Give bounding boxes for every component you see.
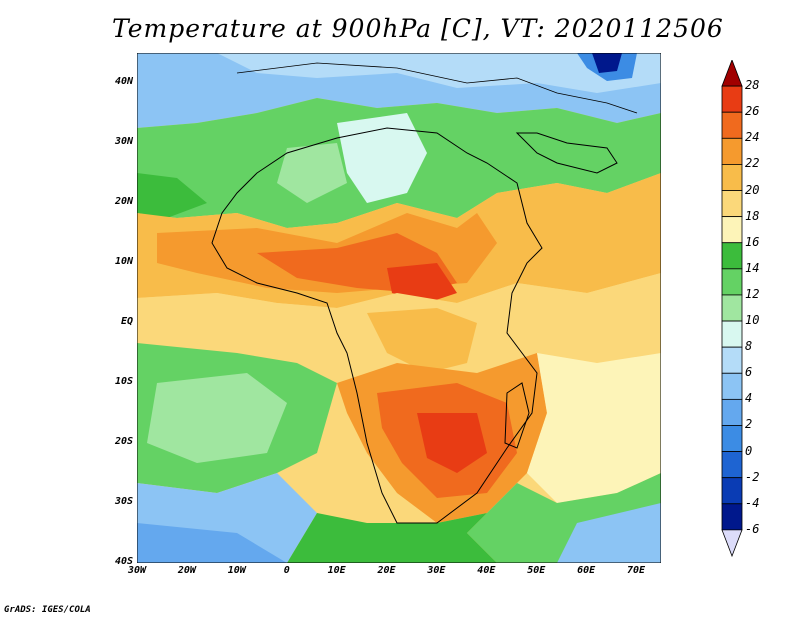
lat-tick-label: 40S — [114, 556, 133, 567]
lon-tick-label: 10W — [227, 565, 246, 576]
lat-tick-label: 10N — [114, 256, 133, 267]
colorbar-swatch — [721, 216, 743, 244]
temperature-field — [137, 53, 661, 563]
lat-tick-label: 40N — [114, 76, 133, 87]
colorbar-swatch — [721, 60, 743, 87]
colorbar-swatch — [721, 268, 743, 296]
colorbar-swatch — [721, 346, 743, 374]
lat-tick-label: 10S — [114, 376, 133, 387]
colorbar-swatch — [721, 137, 743, 165]
lon-tick-label: 30E — [427, 565, 446, 576]
colorbar-swatch — [721, 164, 743, 191]
lon-tick-label: 70E — [627, 565, 646, 576]
colorbar-level-label: -6 — [745, 521, 760, 536]
colorbar-level-label: -2 — [745, 469, 760, 484]
colorbar — [721, 60, 743, 558]
colorbar-swatch — [721, 294, 743, 322]
map-title: Temperature at 900hPa [C], VT: 202011250… — [112, 14, 724, 43]
lon-tick-label: 20W — [177, 565, 196, 576]
colorbar-swatch — [721, 451, 743, 479]
colorbar-level-label: 14 — [745, 260, 760, 275]
temperature-map — [137, 53, 661, 563]
lon-tick-label: 10E — [327, 565, 346, 576]
colorbar-swatch — [721, 320, 743, 348]
colorbar-swatch — [721, 190, 743, 218]
colorbar-swatch — [721, 85, 743, 113]
lon-tick-label: 60E — [577, 565, 596, 576]
colorbar-swatch — [721, 242, 743, 270]
colorbar-level-label: 4 — [745, 391, 753, 406]
colorbar-level-label: 6 — [745, 365, 753, 380]
colorbar-level-label: 16 — [745, 234, 760, 249]
lon-tick-label: 30W — [127, 565, 147, 576]
colorbar-level-label: 0 — [745, 443, 753, 458]
colorbar-level-label: 28 — [745, 78, 760, 93]
colorbar-swatch — [721, 398, 743, 426]
colorbar-swatch — [721, 529, 743, 558]
colorbar-level-label: 12 — [745, 286, 760, 301]
lon-tick-label: 40E — [477, 565, 496, 576]
colorbar-level-label: 2 — [745, 417, 753, 432]
lon-tick-label: 50E — [527, 565, 546, 576]
colorbar-swatch — [721, 477, 743, 505]
colorbar-level-label: 24 — [745, 130, 760, 145]
colorbar-swatch — [721, 425, 743, 452]
colorbar-level-label: 22 — [745, 156, 760, 171]
lon-tick-label: 20E — [377, 565, 396, 576]
lat-tick-label: 20S — [114, 436, 133, 447]
lon-tick-label: 0 — [283, 565, 290, 576]
colorbar-swatch — [721, 372, 743, 400]
colorbar-swatch — [721, 503, 743, 531]
colorbar-level-label: 26 — [745, 104, 760, 119]
lat-tick-label: 30N — [114, 136, 133, 147]
colorbar-swatch — [721, 111, 743, 139]
lat-tick-label: EQ — [120, 316, 133, 327]
lat-tick-label: 30S — [114, 496, 133, 507]
colorbar-level-label: -4 — [745, 495, 760, 510]
colorbar-level-label: 18 — [745, 208, 760, 223]
lat-tick-label: 20N — [114, 196, 133, 207]
grads-credit: GrADS: IGES/COLA — [4, 605, 91, 615]
colorbar-level-label: 8 — [745, 339, 753, 354]
colorbar-level-label: 10 — [745, 313, 760, 328]
colorbar-level-label: 20 — [745, 182, 760, 197]
